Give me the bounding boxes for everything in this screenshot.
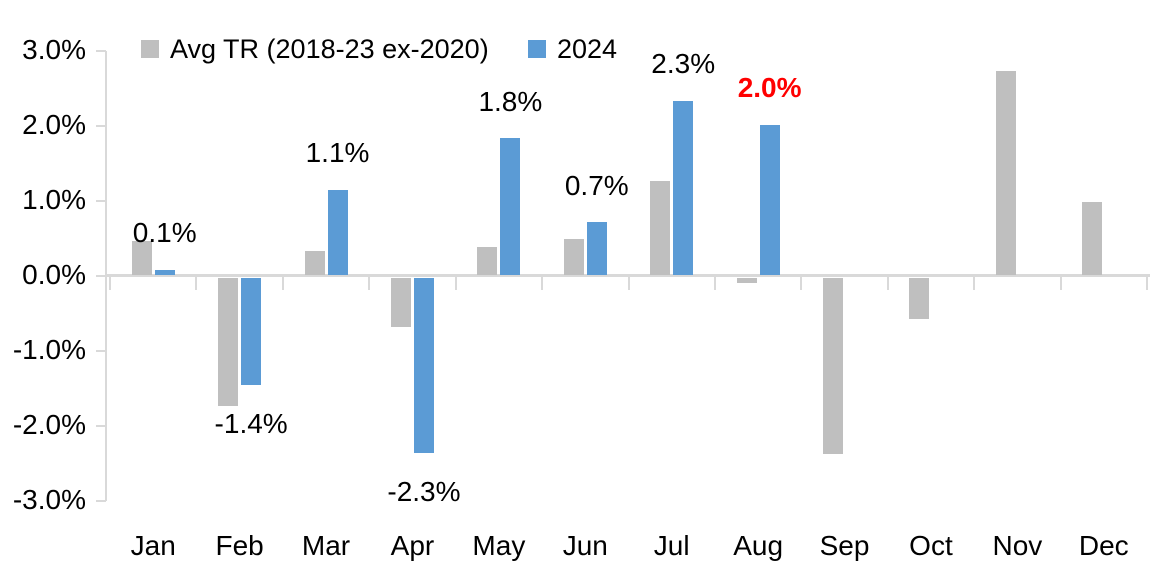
data-label-2024-may: 1.8% <box>478 85 543 117</box>
legend-label-avg-tr: Avg TR (2018-23 ex-2020) <box>170 34 489 64</box>
bar-avg-tr-dec <box>1082 202 1103 275</box>
y-axis-label--3.0%: -3.0% <box>12 484 86 515</box>
bar-avg-tr-nov <box>995 71 1016 275</box>
bar-avg-tr-jun <box>563 239 584 275</box>
bar-avg-tr-jul <box>650 181 671 275</box>
y-axis-label-3.0%: 3.0% <box>22 34 86 65</box>
bar-avg-tr-jan <box>131 241 152 275</box>
y-axis-label-0.0%: 0.0% <box>22 259 86 290</box>
bar-2024-aug <box>759 125 780 275</box>
y-tick-3.0% <box>96 50 106 52</box>
x-axis-label-aug: Aug <box>733 530 784 561</box>
x-boundary-tick-8 <box>800 277 803 290</box>
data-label-2024-jun: 0.7% <box>564 169 629 201</box>
data-label-2024-aug: 2.0% <box>737 72 802 103</box>
bar-2024-jan <box>154 270 175 275</box>
legend-swatch-2024 <box>528 40 546 58</box>
x-axis-label-jul: Jul <box>653 530 690 561</box>
x-boundary-tick-7 <box>713 277 716 290</box>
x-axis-label-jun: Jun <box>562 530 608 561</box>
y-axis-label-2.0%: 2.0% <box>22 109 86 140</box>
y-axis-label-1.0%: 1.0% <box>22 184 86 215</box>
x-axis-line <box>105 274 1150 277</box>
y-tick--3.0% <box>96 500 106 502</box>
bar-2024-may <box>500 138 521 275</box>
x-axis-label-apr: Apr <box>390 530 435 561</box>
data-label-2024-mar: 1.1% <box>305 137 370 169</box>
x-axis-label-dec: Dec <box>1078 530 1129 561</box>
bar-2024-jul <box>673 101 694 275</box>
x-boundary-tick-3 <box>368 277 371 290</box>
y-tick-2.0% <box>96 125 106 127</box>
data-label-2024-apr: -2.3% <box>387 475 461 507</box>
x-axis-label-sep: Sep <box>819 530 870 561</box>
y-tick--2.0% <box>96 425 106 427</box>
data-label-2024-feb: -1.4% <box>214 408 288 440</box>
y-tick--1.0% <box>96 350 106 352</box>
x-boundary-tick-6 <box>627 277 630 290</box>
x-axis-label-nov: Nov <box>992 530 1043 561</box>
x-boundary-tick-1 <box>195 277 198 290</box>
legend-label-2024: 2024 <box>557 34 618 64</box>
x-boundary-tick-9 <box>886 277 889 290</box>
y-tick-0.0% <box>96 275 106 277</box>
bar-2024-feb <box>241 278 262 385</box>
x-boundary-tick-5 <box>541 277 544 290</box>
x-boundary-tick-11 <box>1059 277 1062 290</box>
x-boundary-tick-12 <box>1146 277 1148 290</box>
y-axis-label--1.0%: -1.0% <box>12 334 86 365</box>
x-boundary-tick-4 <box>454 277 457 290</box>
data-label-2024-jan: 0.1% <box>132 216 197 248</box>
bar-avg-tr-may <box>477 247 498 275</box>
bar-avg-tr-aug <box>736 278 757 283</box>
data-label-2024-jul: 2.3% <box>651 48 716 79</box>
x-axis-label-jan: Jan <box>130 530 176 561</box>
legend-swatch-avg-tr <box>141 40 159 58</box>
bar-avg-tr-mar <box>304 251 325 275</box>
y-tick-1.0% <box>96 200 106 202</box>
bar-avg-tr-sep <box>823 278 844 454</box>
x-axis-label-may: May <box>472 530 526 561</box>
bar-2024-apr <box>413 278 434 453</box>
x-axis-label-feb: Feb <box>215 530 264 561</box>
x-boundary-tick-0 <box>109 277 111 290</box>
x-boundary-tick-2 <box>281 277 284 290</box>
bar-avg-tr-oct <box>909 278 930 319</box>
bar-2024-mar <box>327 190 348 275</box>
x-boundary-tick-10 <box>973 277 976 290</box>
bar-avg-tr-feb <box>218 278 239 406</box>
bar-2024-jun <box>586 222 607 275</box>
y-axis-label--2.0%: -2.0% <box>12 409 86 440</box>
bar-avg-tr-apr <box>390 278 411 327</box>
x-axis-label-oct: Oct <box>909 530 953 561</box>
x-axis-label-mar: Mar <box>301 530 351 561</box>
